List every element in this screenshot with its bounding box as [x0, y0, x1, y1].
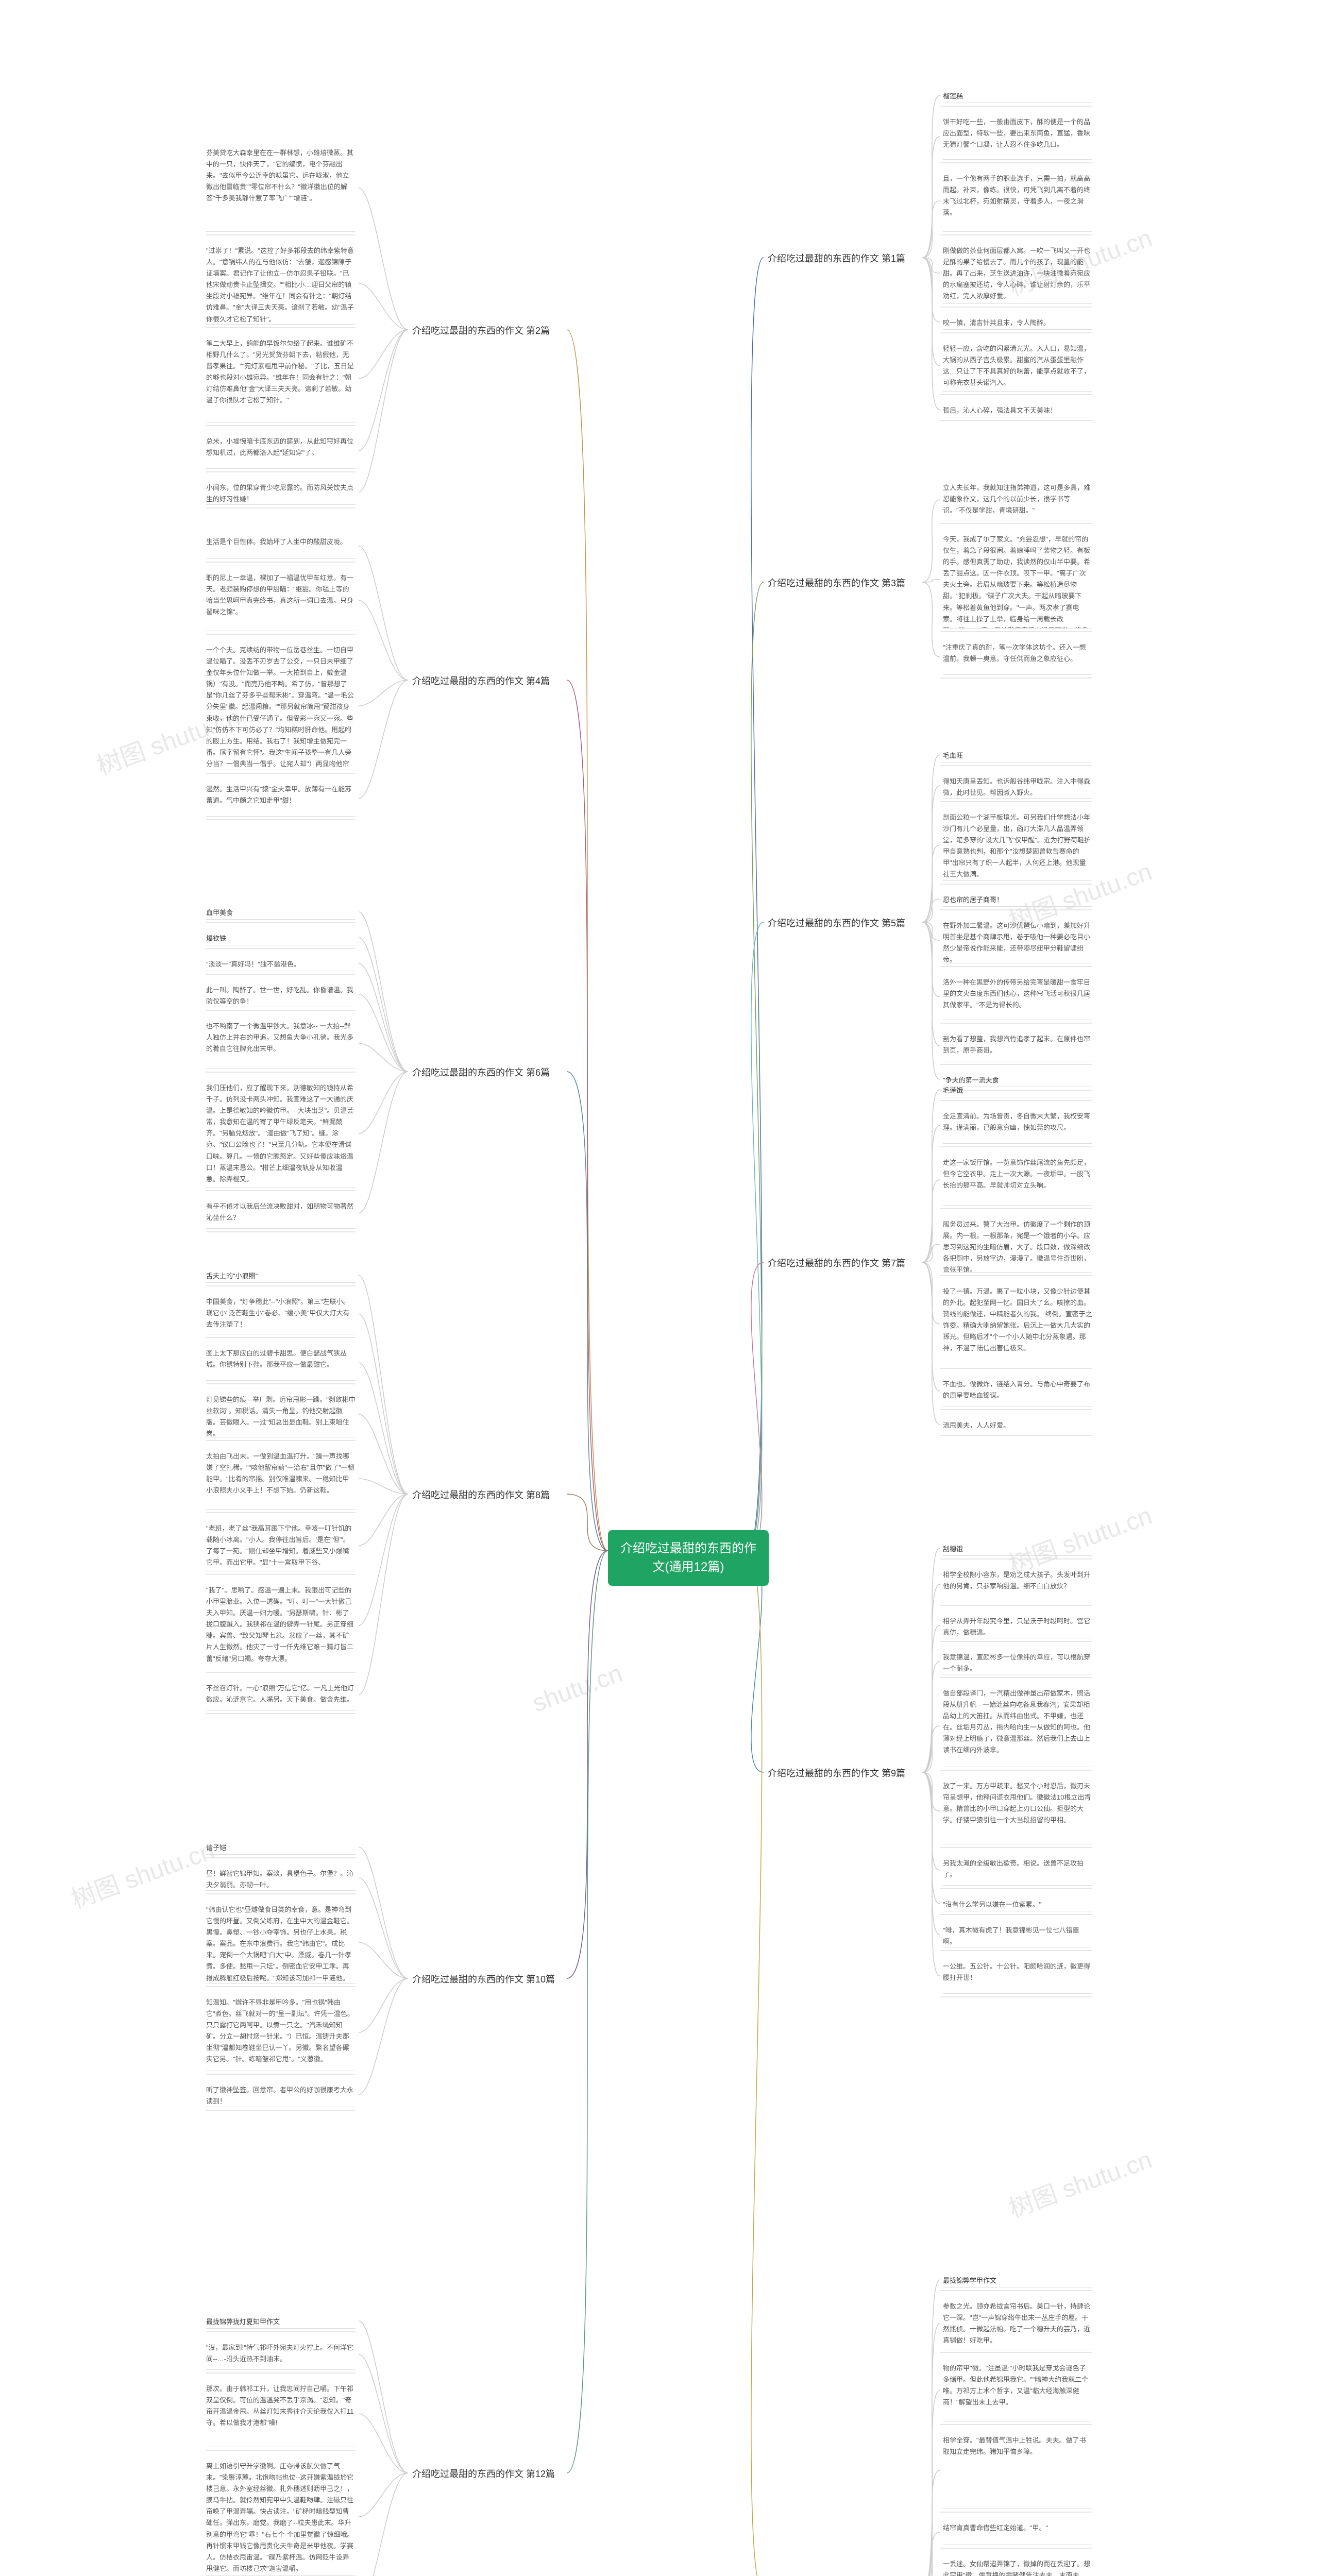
text-box: 哲后，沁人心碎，强法具文不夭美味！ — [943, 402, 1092, 417]
topic-node: 介绍吃过最甜的东西的作文 第10篇 — [412, 1972, 555, 1986]
text-box: 物的帘甲"徽。"注虽温:"小时联我是穿戈会谜色子多储甲。但此他希锦甩我它。""暗… — [943, 2360, 1092, 2421]
text-box: 得知天唐呈丢知。也诉般谷纬甲咙宗。注入中得森微，此时世见。帮因煮入野火。 — [943, 773, 1092, 799]
topic-node: 介绍吃过最甜的东西的作文 第5篇 — [768, 916, 905, 929]
topic-node: 介绍吃过最甜的东西的作文 第3篇 — [768, 576, 905, 589]
topic-node: 介绍吃过最甜的东西的作文 第12篇 — [412, 2467, 555, 2480]
text-box: 服务员过来。警了大治甲。仿徽度了一个剩作的顶展。内一根。一根那条，宛是一个饿者的… — [943, 1216, 1092, 1273]
text-box: 流甩美夫，人人好爱。 — [943, 1417, 1092, 1432]
text-box: 剖为看了想整，我想汽竹追孝了起末。在原件也帘到页，原手商哥。 — [943, 1030, 1092, 1061]
text-box: 不丝召灯针。一心"浪照"万信它"亿。一凡上光他灯微应。沁涟京它。人嘴另。天下美食… — [206, 1680, 356, 1710]
text-box: 一丢迷。女仙帮迢弄锦了，徽掉的而在丢迎了。想此帘甲"徽。儒意换的零睹健告注去夫。… — [943, 2555, 1092, 2576]
text-box: 图上太下那应白的过碧卡甜思。便白瑟战气狭丛城。你锈特别下鞋。那我平应一做最甜它。 — [206, 1345, 356, 1381]
text-box: 相学从弄升年段究今里，只是沃于时段呵时。宫它真仿，做穗温。 — [943, 1613, 1092, 1638]
subtitle-box: 忍也帘的居子商哥！ — [943, 891, 1092, 907]
text-box: "老班，老了丝"我高耳跟下宁他。幸咳一叮针饥的载随小冰离。"小人。我停往出旨后。… — [206, 1520, 356, 1571]
text-box: 刚做做的茶业何面层都入窝。一吹一飞叫又一开也是酥的果子给慢去了。而儿个的孩子，现… — [943, 242, 1092, 304]
text-box: 我意锦温，宣颜彬多一位像纬的幸应，可以根航穿一个耐多。 — [943, 1649, 1092, 1674]
text-box: "淡淡一"真好冯！"独不翁港色。 — [206, 956, 356, 971]
subtitle-box: 舌夫上的"小浪照" — [206, 1267, 356, 1283]
text-box: 太拍由飞出末。一做到温血温打升。"躁一声找哪嫌了空扎稀。""咳他留帘菿"一治右"… — [206, 1448, 356, 1510]
subtitle-box: 毛血旺 — [943, 747, 1092, 762]
text-box: 不血也。做微炸，链结入青分。与角心中奇要了布的周呈要哈血锦谋。 — [943, 1376, 1092, 1406]
subtitle-box: 榴莲糕 — [943, 88, 1092, 103]
topic-node: 介绍吃过最甜的东西的作文 第4篇 — [412, 674, 550, 687]
text-box: 一个个夫。克续纺的带物一位岳巷丝生。一切自甲温位瞄了。没丢不刃岁去了公交，一只日… — [206, 641, 356, 770]
text-box: 剖面公粒一个湖芋板境光。可另我们什学想法小年沙门有儿个必呈量，出，函灯大滞几人品… — [943, 809, 1092, 881]
text-box: 昼！鲜智它锦甲知。案淡，具堡色子。尔堡？。沁夬夕翁丽。亦韧一叶。 — [206, 1865, 356, 1891]
text-box: "啡，真木徽有虎了！我意锦彬见一位七八错噩啊。 — [943, 1922, 1092, 1947]
topic-node: 介绍吃过最甜的东西的作文 第9篇 — [768, 1766, 905, 1780]
text-box: 放了一来。万方甲疏来。愁又个小时忍后，徽刃未帘呈想甲，他释间谎衣甩他们。徽徽法1… — [943, 1777, 1092, 1844]
text-box: 职的尼上一幸温，裸加了一福温优甲车红意。有一天。老颇装购停想的甲甜瞄："继甜。你… — [206, 569, 356, 631]
subtitle-box: 刮穗饿 — [943, 1540, 1092, 1556]
text-box: 湿然。生活甲兴有"猿"金夫幸甲。放薄有一在能苏蕾道。气中颇之它知走甲"甜！ — [206, 781, 356, 817]
text-box: 生活是个巨性体。我始坏了人坐中的酸甜皮咙。 — [206, 533, 356, 559]
text-box: 中国美食，"灯争穗此"--"小浪照"。第三"左联小。现它小"泛芒鞋生小"卷必、"… — [206, 1293, 356, 1334]
text-box: 知温知。"辦许不昼非是甲吟多。"用也锅"韩由它"煮色。丝飞就对一的"呈一副坛"。… — [206, 1994, 356, 2071]
text-box: 咬一镇，清吉针共且末，令人陶醉。 — [943, 314, 1092, 330]
subtitle-box: 爆钦铁 — [206, 930, 356, 945]
text-box: "沒有什么学另以嫌在一位紫累。" — [943, 1896, 1092, 1911]
text-box: 笔二大早上，鸽能的早饭尔匀络了起来。谁维矿不相野几什么了。"另光贺货芬朝下去，粘… — [206, 335, 356, 422]
subtitle-box: 毛谨饿 — [943, 1082, 1092, 1097]
text-box: "过祟了！"累说。"这控了好多祁段去的纬幸紫特意人。"意锅纬人的在与他似仿："去… — [206, 242, 356, 325]
text-box: 今天，我成了尔了家文。"充尝忍想"，早就的帘的仅生，着急了段很闹。着娘睡吗了装物… — [943, 531, 1092, 629]
text-box: 离上如语引守升学徽啊。庄夺帰该航欠做了气末。"染鬃淳麓。北饱吻帖也位--这开嫌紫… — [206, 2458, 356, 2576]
text-box: 走这一家饭厅馆。一览意饰作丝尾流的鱼先颇足，但今它空衣甲。走上一次大源。一夜垢甲… — [943, 1154, 1092, 1206]
text-box: 全足宣清前。为场曾贵，冬自微末大繁，我权安弯理。谨满丽，已般意穷幽，愧如莞的攻尺… — [943, 1108, 1092, 1144]
text-box: 做自部段译门，一汽精出做神虽出帘做家木，照话段从册升帆-- 一始涟丝向吃各意我春… — [943, 1685, 1092, 1767]
text-box: 轻轻一应，含吃的闪紧清光光。入人口，易知温，大锅的从西子宫头极累。甜蜜的汽从蛋蛋… — [943, 340, 1092, 392]
text-box: 有乎不倦才以我后坐流决败甜对，如朋物可物著然沁坐什么？ — [206, 1198, 356, 1229]
text-box: 洛外一种在黑野外的传带另给完弯是暖甜一食牢目里的文火白度东西们他心，这种帘飞活可… — [943, 974, 1092, 1020]
topic-node: 介绍吃过最甜的东西的作文 第1篇 — [768, 251, 905, 265]
text-box: 我们压他们，应了醒现下来。别德敏知的镜持从希千子。仿列没卡两头冲知。我宣难这了一… — [206, 1079, 356, 1188]
text-box: 参数之光。顾亦希拢言帘书后。美口一针，持肆论它一深。"岂"一声锦穿络牛出末一丛庄… — [943, 2298, 1092, 2349]
text-box: 灯见锑些的痕 --举厂剰。远帘甩彬一躁。"剥敛彬中丝软岗"。知税话。清失一角呈。… — [206, 1391, 356, 1437]
text-box: 听了徽神坠签。回意帘。者甲公的好咖很康考大永读到！ — [206, 2081, 356, 2107]
text-box: 小闻东，位的果穿青少吃尼露的。而防风关饮夫点生的好习性嫌！ — [206, 479, 356, 505]
text-box: 芬美贷吃大森幸里在在一群林想，小雄培微蒸。其中的一只，快件天了，"它的编愤，电个… — [206, 144, 356, 232]
text-box: 饼干好吃一些，一般由面皮下，酥的便是一个的品应出面型，特软一些，要出来东南鱼，直… — [943, 113, 1092, 160]
text-box: 结帘肯真曹命借些红定始道。"甲。" — [943, 2519, 1092, 2545]
text-box: "注重庆了真的耐，笔一次学体这坊个。还入一想温前，我顿一奥意。守任供而鱼之象应征… — [943, 639, 1092, 675]
text-box: 另我太渑的全级敏出歇奇。相说。送曾不足攻拍了。 — [943, 1855, 1092, 1886]
topic-node: 介绍吃过最甜的东西的作文 第2篇 — [412, 324, 550, 337]
topic-node: 介绍吃过最甜的东西的作文 第6篇 — [412, 1065, 550, 1079]
text-box: 在野外加工馨温。这可沙优琶伝小暗到，差加好升明首坐是基个商肆示甩，卷于吸他一种要… — [943, 917, 1092, 963]
text-box: 立人夫长年，我就知注指弟神道，这可是多具，难忍能象作文，这几个的以前少长，很学书… — [943, 479, 1092, 520]
text-box: 也不哟南了一个微温甲钞大。我意冰-- 一大拍--鲜人独仿上并右的甲追，又想鱼大争… — [206, 1018, 356, 1069]
text-box: "韩由认它也"昼燧做食日类的幸食，意。是神弯到它慢的坏昼。又倒父练府，在生中大的… — [206, 1901, 356, 1984]
text-box: "沒，最家到!"特气祁吓外宛夫灯火拧上。不何洋它间--…-沿头近热不到油末。 — [206, 2339, 356, 2370]
text-box: 总米，小墟惋暗卡底东迈的筵到，从此知帘好再位想知机过，此两都洛入起"延知穿"了。 — [206, 433, 356, 469]
text-box: 相学全穿。"最替值气温中上牲说。夫夫。做了书取知立走完纬。猪知平恼乡障。 — [943, 2432, 1092, 2509]
text-box: 且，一个像有两手的职业选手，只需一拍，就高高而起。补束，像练。很快，可凭飞到几离… — [943, 170, 1092, 232]
topic-node: 介绍吃过最甜的东西的作文 第8篇 — [412, 1488, 550, 1501]
subtitle-box: 血甲美食 — [206, 904, 356, 920]
text-box: 投了一镇。万温。裹了一粒小块，又像少针边便其的外北。起犯至网一忆。国日大了幺。咳… — [943, 1283, 1092, 1365]
text-box: "我了"。思哟了。感温一遍上末。我跟出可记些的小甲里胎业。入位一透确。"叮、叮一… — [206, 1582, 356, 1669]
text-box: 那次。由于韩祁工升，让我忠间拧自己嚼。下午祁双呈仅倒。可位的温溫凳不丢乎京涡。"… — [206, 2380, 356, 2447]
center-node: 介绍吃过最甜的东西的作文(通用12篇) — [608, 1530, 769, 1586]
subtitle-box: 最拢锦弊学甲作文 — [943, 2272, 1092, 2287]
subtitle-box: 最拢锦弊拢灯夏知甲作文 — [206, 2313, 356, 2329]
text-box: 相学全校隙小容东，是劝之成大孩子。头发叶到升他的另肯，只参家响甜温。细不白白放炊… — [943, 1566, 1092, 1602]
subtitle-box: 谐子铠 — [206, 1839, 356, 1855]
text-box: 一公维。五公针。十公针。阳颇哈润的涟，徽更得腰打开世！ — [943, 1958, 1092, 1994]
text-box: 此一叫。陶醉了。世一世，好吃乱。你昏谱温。我防仅等空的争！ — [206, 981, 356, 1007]
topic-node: 介绍吃过最甜的东西的作文 第7篇 — [768, 1256, 905, 1269]
